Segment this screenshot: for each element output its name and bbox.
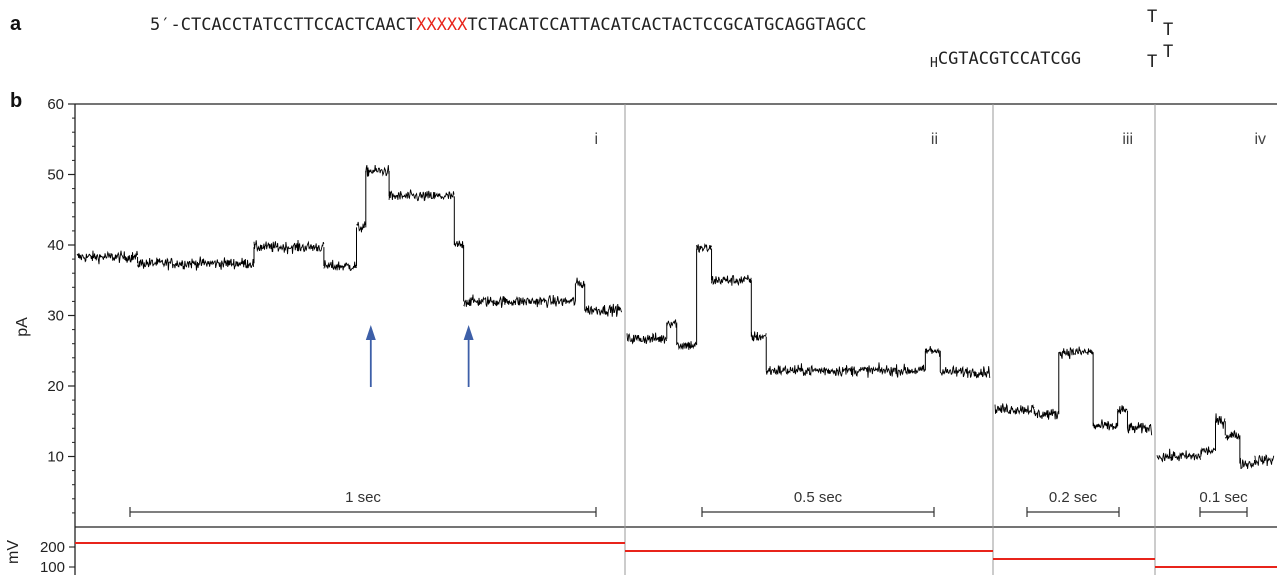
segment-label-iii: iii [1122,131,1133,148]
sequence-after: TCTACATCCATTACATCACTACTCCGCATGCAGGTAGCC [467,15,866,35]
current-axis: 10 20 30 40 50 60 pA [14,96,1277,528]
scale-bar-label: 1 sec [345,489,381,506]
current-level [1215,413,1226,429]
current-level [626,332,668,345]
current-level [1200,446,1216,455]
y-axis-title: pA [14,317,31,337]
current-level [765,362,926,378]
sequence-top-strand: 5′-CTCACCTATCCTTCCACTCAACTXXXXXTCTACATCC… [150,15,866,35]
current-level [253,239,325,255]
loop-bottom-t2: T [1163,42,1173,62]
current-level [924,346,941,357]
trace-segment-i [76,164,623,317]
trace-segment-ii [626,243,991,379]
voltage-strip: 100 200 mV [5,527,1277,575]
current-level [1092,419,1118,431]
y-tick-label: 20 [47,378,64,395]
sequence-bottom-end: H [930,56,938,71]
panel-a-label: a [10,13,22,35]
loop-top-t2: T [1163,20,1173,40]
scale-bar-label: 0.2 sec [1049,489,1098,506]
current-level [1058,346,1094,360]
current-level [1254,454,1275,466]
current-level [1127,422,1153,436]
current-level [939,364,991,379]
current-level [1224,429,1240,441]
sequence-before: CTCACCTATCCTTCCACTCAACT [181,15,416,35]
voltage-tick-label: 200 [40,539,65,556]
current-level [365,164,390,177]
current-level [711,274,752,287]
current-level [1239,457,1255,470]
segment-dividers [624,104,1156,575]
voltage-tick-label: 100 [40,559,65,575]
current-level [453,240,464,249]
current-level [696,243,712,253]
current-traces [76,164,1275,470]
trace-segment-iv [1156,413,1275,470]
current-level [323,259,357,271]
sequence-bottom-seq: CGTACGTCCATCGG [938,49,1081,69]
current-level [463,294,576,308]
current-level [750,331,767,342]
current-level [1117,405,1128,415]
loop-bottom-t1: T [1147,52,1157,72]
y-tick-label: 30 [47,308,64,325]
sequence-bottom-strand: HCGTACGTCCATCGG [930,49,1081,71]
y-tick-label: 50 [47,167,64,184]
sequence-abasic-site: XXXXX [416,15,468,35]
loop-top-t1: T [1147,7,1157,27]
voltage-axis-title: mV [5,540,22,564]
current-level [356,221,366,233]
current-level [1034,408,1059,420]
current-level [137,256,255,271]
scale-bar-label: 0.5 sec [794,489,843,506]
current-level [676,341,697,351]
segment-label-i: i [594,131,598,148]
y-tick-label: 40 [47,237,64,254]
current-level [575,277,585,289]
y-tick-label: 10 [47,449,64,466]
panel-b-label: b [10,90,22,112]
trace-annotations: i 1 sec ii 0.5 sec iii 0.2 sec iv 0.1 sec [129,131,1266,517]
segment-label-ii: ii [931,131,938,148]
current-level [76,250,138,265]
current-level [994,402,1035,416]
segment-label-iv: iv [1254,131,1266,148]
trace-segment-iii [994,346,1153,436]
current-level [1156,448,1201,463]
current-level [666,319,678,329]
arrow-head [365,325,376,340]
current-level [584,303,623,317]
arrow-head [463,325,474,340]
scale-bar-label: 0.1 sec [1199,489,1248,506]
sequence-prefix: 5′- [150,15,181,35]
current-level [388,189,455,202]
y-tick-label: 60 [47,96,64,113]
